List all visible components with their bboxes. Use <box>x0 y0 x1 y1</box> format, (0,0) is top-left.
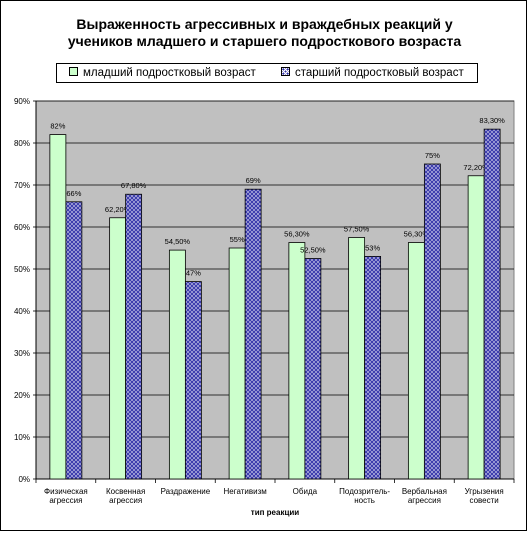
data-label-old: 52,50% <box>300 246 326 255</box>
legend-item-old: старший подростковый возраст <box>281 64 464 82</box>
bar-old <box>244 188 262 480</box>
x-tick-label: Угрызения <box>465 487 504 496</box>
data-label-young: 56,30% <box>284 230 310 239</box>
bar-young <box>467 175 485 480</box>
chart-title-line-1: Выраженность агрессивных и враждебных ре… <box>76 16 453 32</box>
x-tick-label: Раздражение <box>161 487 211 496</box>
x-tick-label: Подозритель- <box>339 487 390 496</box>
bar-old <box>423 163 441 480</box>
x-tick-label: Косвенная <box>106 487 145 496</box>
bar-young <box>288 242 306 480</box>
data-label-young: 57,50% <box>344 225 370 234</box>
legend-item-young: младший подростковый возраст <box>69 64 256 82</box>
data-label-young: 54,50% <box>165 237 191 246</box>
bar-young <box>49 134 67 480</box>
y-tick-label: 20% <box>14 391 30 400</box>
y-tick-label: 50% <box>14 265 30 274</box>
x-tick-label: Вербальная <box>402 487 447 496</box>
data-label-young: 72,20% <box>463 163 489 172</box>
bar-old <box>65 201 83 480</box>
legend-swatch-young <box>69 67 78 77</box>
bar-young <box>228 247 246 480</box>
x-tick-label: агрессия <box>109 496 142 505</box>
data-label-old: 67,80% <box>121 181 147 190</box>
data-label-old: 53% <box>365 243 380 252</box>
data-label-young: 56,30% <box>404 230 430 239</box>
legend-label-young: младший подростковый возраст <box>83 67 256 79</box>
chart-title: Выраженность агрессивных и враждебных ре… <box>0 16 529 50</box>
bar-young <box>348 237 366 480</box>
x-tick-label: Физическая <box>44 487 88 496</box>
x-tick-label: совести <box>469 496 498 505</box>
x-tick-label: ность <box>354 496 375 505</box>
data-label-old: 75% <box>425 151 440 160</box>
x-tick-label: агрессия <box>49 496 82 505</box>
y-tick-label: 60% <box>14 223 30 232</box>
x-tick-label: Обида <box>293 487 318 496</box>
x-tick-label: агрессия <box>408 496 441 505</box>
bar-old <box>483 128 501 480</box>
y-tick-label: 10% <box>14 433 30 442</box>
bar-old <box>364 255 382 480</box>
x-tick-label: Негативизм <box>223 487 266 496</box>
chart-legend: младший подростковый возраст старший под… <box>56 63 478 83</box>
data-label-old: 83,30% <box>479 116 505 125</box>
y-tick-label: 0% <box>18 475 30 484</box>
data-label-young: 55% <box>230 235 245 244</box>
y-tick-label: 40% <box>14 307 30 316</box>
bar-old <box>184 281 202 480</box>
bar-young <box>407 242 425 480</box>
chart-title-line-2: учеников младшего и старшего подростково… <box>67 33 462 49</box>
data-label-old: 66% <box>66 189 81 198</box>
y-tick-label: 70% <box>14 181 30 190</box>
bar-young <box>109 217 127 480</box>
legend-label-old: старший подростковый возраст <box>295 67 464 79</box>
bar-old <box>304 258 322 480</box>
bar-young <box>168 249 186 480</box>
y-tick-label: 30% <box>14 349 30 358</box>
legend-swatch-old <box>281 67 290 77</box>
plot-area <box>35 100 515 480</box>
data-label-young: 62,20% <box>105 205 131 214</box>
y-tick-label: 90% <box>14 97 30 106</box>
bar-old <box>125 193 143 480</box>
x-axis-title: тип реакции <box>251 508 300 517</box>
data-label-young: 82% <box>50 122 65 131</box>
data-label-old: 69% <box>246 176 261 185</box>
y-tick-label: 80% <box>14 139 30 148</box>
data-label-old: 47% <box>186 269 201 278</box>
